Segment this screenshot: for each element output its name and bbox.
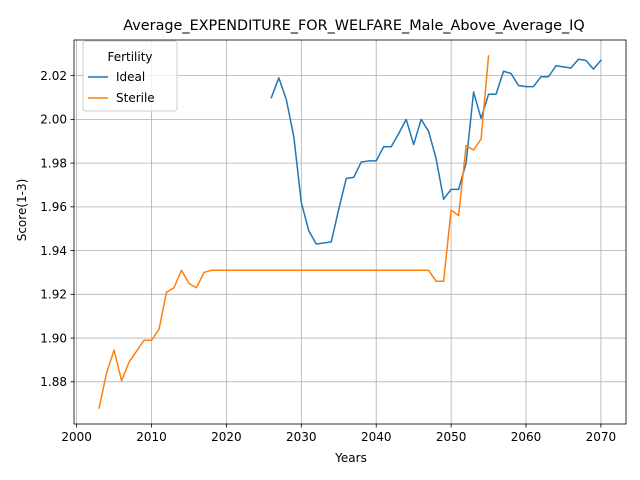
series-lines	[98, 55, 602, 409]
series-line-sterile	[98, 55, 490, 409]
x-tick-label: 2040	[361, 430, 392, 444]
legend-box	[82, 40, 178, 112]
legend-title: Fertility	[107, 50, 152, 64]
y-tick-label: 1.92	[40, 288, 67, 302]
chart-title: Average_EXPENDITURE_FOR_WELFARE_Male_Abo…	[123, 18, 584, 34]
y-tick-label: 1.90	[40, 331, 67, 345]
x-axis-ticks: 2000 2010 2020 2030 2040 2050 2060 2070	[61, 424, 616, 444]
y-tick-label: 1.88	[40, 375, 67, 389]
y-tick-label: 1.94	[40, 244, 67, 258]
x-tick-label: 2030	[286, 430, 317, 444]
legend: Fertility Ideal Sterile	[82, 40, 178, 112]
series-line-ideal	[270, 58, 602, 245]
x-tick-label: 2020	[211, 430, 242, 444]
legend-label-ideal: Ideal	[116, 70, 145, 84]
x-tick-label: 2050	[436, 430, 467, 444]
y-tick-label: 2.02	[40, 69, 67, 83]
x-axis-label: Years	[334, 451, 367, 465]
x-tick-label: 2010	[136, 430, 167, 444]
y-axis-label: Score(1-3)	[15, 179, 29, 242]
y-tick-label: 1.96	[40, 200, 67, 214]
y-tick-label: 1.98	[40, 156, 67, 170]
y-axis-ticks: 1.88 1.90 1.92 1.94 1.96 1.98 2.00 2.02	[40, 69, 74, 389]
axes-frame	[73, 39, 627, 425]
y-tick-label: 2.00	[40, 113, 67, 127]
legend-label-sterile: Sterile	[116, 91, 155, 105]
x-tick-label: 2070	[586, 430, 617, 444]
x-tick-label: 2000	[61, 430, 92, 444]
x-tick-label: 2060	[511, 430, 542, 444]
